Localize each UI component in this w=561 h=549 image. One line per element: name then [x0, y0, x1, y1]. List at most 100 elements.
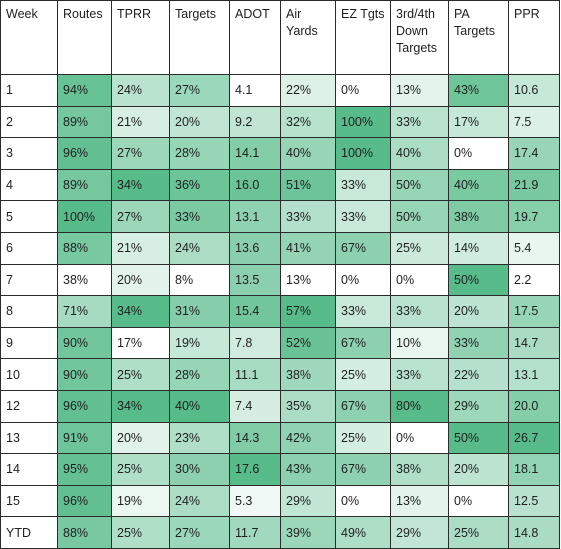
stat-cell: 100% [335, 105, 391, 139]
stat-cell: 50% [448, 421, 509, 455]
stat-cell: 0% [448, 137, 509, 170]
stat-cell: 0% [335, 263, 391, 297]
stat-cell: 29% [448, 389, 509, 423]
stat-cell: 13% [280, 263, 336, 297]
stat-cell: 43% [448, 74, 509, 107]
stat-cell: 50% [390, 200, 449, 233]
table-row: 2 89% 21% 20% 9.2 32% 100% 33% 17% 7.5 [0, 105, 560, 139]
stat-cell: 34% [111, 168, 170, 202]
stat-cell: 10% [390, 326, 449, 360]
week-cell: 13 [0, 421, 58, 455]
stat-cell: 52% [280, 326, 336, 360]
stat-cell: 13.1 [229, 200, 281, 233]
week-cell: YTD [0, 516, 58, 549]
stat-cell: 30% [169, 453, 230, 486]
week-cell: 1 [0, 74, 58, 107]
stat-cell: 33% [390, 358, 449, 391]
column-header: Routes [57, 0, 112, 75]
stat-cell: 33% [280, 200, 336, 233]
stat-cell: 21% [111, 231, 170, 265]
stat-cell: 24% [169, 231, 230, 265]
table-row: 3 96% 27% 28% 14.1 40% 100% 40% 0% 17.4 [0, 137, 560, 170]
stat-cell: 22% [448, 358, 509, 391]
stat-cell: 90% [57, 326, 112, 360]
stat-cell: 40% [390, 137, 449, 170]
week-cell: 4 [0, 168, 58, 202]
stat-cell: 20.0 [508, 389, 560, 423]
stat-cell: 25% [335, 421, 391, 455]
stat-cell: 17% [448, 105, 509, 139]
stat-cell: 24% [169, 484, 230, 518]
stat-cell: 13% [390, 484, 449, 518]
week-cell: 2 [0, 105, 58, 139]
table-row: 14 95% 25% 30% 17.6 43% 67% 38% 20% 18.1 [0, 453, 560, 486]
stat-cell: 67% [335, 389, 391, 423]
stat-cell: 95% [57, 453, 112, 486]
table-row: 5 100% 27% 33% 13.1 33% 33% 50% 38% 19.7 [0, 200, 560, 233]
stat-cell: 32% [280, 105, 336, 139]
table-row: 6 88% 21% 24% 13.6 41% 67% 25% 14% 5.4 [0, 231, 560, 265]
stat-cell: 50% [390, 168, 449, 202]
stat-cell: 33% [448, 326, 509, 360]
stat-cell: 33% [335, 168, 391, 202]
column-header: PA Targets [448, 0, 509, 75]
week-cell: 7 [0, 263, 58, 297]
stat-cell: 15.4 [229, 295, 281, 328]
column-header: TPRR [111, 0, 170, 75]
stat-cell: 26.7 [508, 421, 560, 455]
stat-cell: 11.7 [229, 516, 281, 549]
stat-cell: 96% [57, 484, 112, 518]
stat-cell: 24% [111, 74, 170, 107]
table-row: 4 89% 34% 36% 16.0 51% 33% 50% 40% 21.9 [0, 168, 560, 202]
table-row: 12 96% 34% 40% 7.4 35% 67% 80% 29% 20.0 [0, 389, 560, 423]
stat-cell: 36% [169, 168, 230, 202]
stat-cell: 7.8 [229, 326, 281, 360]
stat-cell: 14% [448, 231, 509, 265]
week-cell: 15 [0, 484, 58, 518]
stat-cell: 0% [448, 484, 509, 518]
stat-cell: 38% [390, 453, 449, 486]
stat-cell: 20% [169, 105, 230, 139]
stat-cell: 14.1 [229, 137, 281, 170]
stat-cell: 13.5 [229, 263, 281, 297]
stat-cell: 34% [111, 295, 170, 328]
stat-cell: 10.6 [508, 74, 560, 107]
stat-cell: 33% [169, 200, 230, 233]
stat-cell: 80% [390, 389, 449, 423]
stat-cell: 96% [57, 137, 112, 170]
stat-cell: 8% [169, 263, 230, 297]
stat-cell: 34% [111, 389, 170, 423]
stat-cell: 28% [169, 137, 230, 170]
stat-cell: 100% [335, 137, 391, 170]
stat-cell: 25% [390, 231, 449, 265]
stat-cell: 19% [111, 484, 170, 518]
stat-cell: 88% [57, 516, 112, 549]
table-row: 13 91% 20% 23% 14.3 42% 25% 0% 50% 26.7 [0, 421, 560, 455]
stat-cell: 38% [448, 200, 509, 233]
stat-cell: 16.0 [229, 168, 281, 202]
stat-cell: 17.4 [508, 137, 560, 170]
stat-cell: 38% [280, 358, 336, 391]
week-cell: 6 [0, 231, 58, 265]
stat-cell: 40% [169, 389, 230, 423]
stat-cell: 49% [335, 516, 391, 549]
stat-cell: 9.2 [229, 105, 281, 139]
column-header: Week [0, 0, 58, 75]
stat-cell: 88% [57, 231, 112, 265]
table-row: 7 38% 20% 8% 13.5 13% 0% 0% 50% 2.2 [0, 263, 560, 297]
stat-cell: 25% [111, 358, 170, 391]
stat-cell: 0% [390, 263, 449, 297]
stat-cell: 31% [169, 295, 230, 328]
stat-cell: 39% [280, 516, 336, 549]
stat-cell: 89% [57, 168, 112, 202]
stat-cell: 13.1 [508, 358, 560, 391]
stat-cell: 17.5 [508, 295, 560, 328]
stat-cell: 28% [169, 358, 230, 391]
stat-cell: 33% [390, 105, 449, 139]
stat-cell: 91% [57, 421, 112, 455]
stat-cell: 29% [390, 516, 449, 549]
stat-cell: 14.7 [508, 326, 560, 360]
stat-cell: 17% [111, 326, 170, 360]
stat-cell: 0% [390, 421, 449, 455]
